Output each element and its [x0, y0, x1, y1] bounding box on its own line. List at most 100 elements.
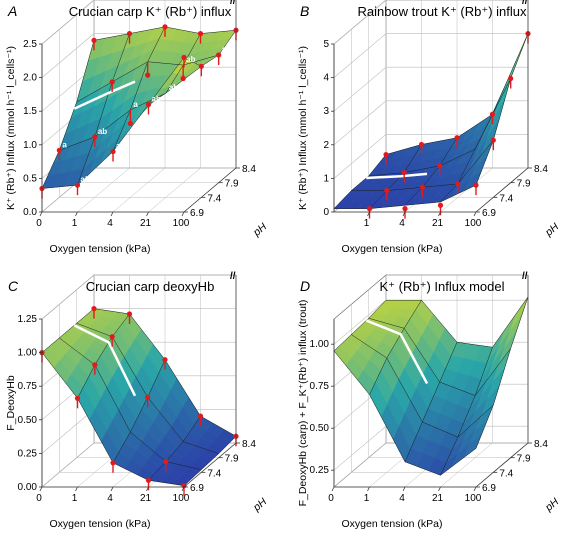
mesh-line: [404, 342, 458, 462]
data-points: [366, 30, 531, 219]
mesh-line: [41, 308, 95, 353]
y-axis-line: [475, 167, 529, 213]
data-point: [109, 334, 115, 340]
z-axis-label: K⁺ (Rb⁺) Influx (mmol h⁻¹ l_cells⁻¹): [5, 46, 17, 210]
y-tick-label: 8.4: [242, 164, 256, 175]
y-tick-label: 8.4: [534, 439, 548, 450]
x-tick: [39, 486, 43, 492]
x-tick-label: 100: [173, 218, 190, 229]
z-tick-label: 0.0: [23, 207, 37, 218]
z-tick-label: 0.25: [310, 465, 330, 476]
z-tick-label: 0.50: [310, 423, 330, 434]
data-point: [162, 357, 168, 363]
z-axis-label: F_DeoxyHb: [5, 375, 17, 431]
z-tick-label: 1: [323, 173, 329, 184]
data-point: [508, 75, 514, 82]
p50-line: [73, 324, 137, 397]
significance-label: a: [133, 100, 138, 109]
x-tick-label: 21: [140, 493, 152, 504]
mesh-line: [183, 436, 237, 486]
x-tick-label: 21: [432, 218, 444, 229]
panel-title: Rainbow trout K⁺ (Rb⁺) influx: [357, 4, 527, 19]
y-axis-label: pH: [542, 496, 561, 515]
x-tick-label: 4: [107, 218, 113, 229]
z-tick-label: 0.25: [18, 448, 38, 459]
mesh-line: [475, 296, 529, 449]
data-point: [181, 54, 187, 61]
data-point: [92, 134, 98, 140]
z-tick-label: 2.5: [23, 39, 37, 50]
y-tick-label: 7.9: [517, 179, 531, 190]
x-tick: [146, 211, 149, 217]
data-point: [490, 137, 496, 143]
z-tick-label: 0.75: [18, 381, 38, 392]
x-axis-label: Oxygen tension (kPa): [50, 243, 151, 255]
x-tick: [402, 486, 406, 492]
data-point: [91, 37, 97, 43]
mesh-line: [183, 30, 237, 67]
x-tick: [181, 211, 185, 217]
z-tick-label: 1.00: [310, 339, 330, 350]
significance-label: ab: [222, 45, 231, 54]
z-tick-label: 0.5: [23, 173, 37, 184]
p50-line: [73, 80, 136, 110]
y-tick-label: 6.9: [190, 483, 204, 494]
y-tick-label: 7.9: [225, 454, 239, 465]
y-tick-label: 8.4: [242, 439, 256, 450]
data-point: [91, 306, 97, 312]
y-tick-label: 7.4: [499, 193, 513, 204]
data-point: [145, 394, 151, 400]
x-tick-label: 1: [72, 493, 78, 504]
significance-label: a: [62, 140, 67, 149]
z-tick-label: 0.50: [18, 415, 38, 426]
panel-title: K⁺ (Rb⁺) Influx model: [380, 279, 505, 294]
data-point: [402, 206, 408, 212]
axis-break: //: [522, 0, 528, 7]
surface-mesh: [333, 296, 529, 476]
data-point: [455, 181, 461, 187]
data-point: [437, 163, 443, 169]
x-axis-label: Oxygen tension (kPa): [342, 243, 443, 255]
mesh-line: [369, 300, 422, 395]
z-tick-label: 1.0: [23, 140, 37, 151]
data-point: [145, 72, 151, 78]
panel-c: 0.00 0.25 0.50 0.75 1.00 1.25 // 0 1 4 21 100 6.9 7.4…: [0, 271, 291, 550]
panel-title: Crucian carp K⁺ (Rb⁺) influx: [69, 4, 232, 19]
data-point: [198, 63, 204, 69]
mesh-line: [404, 137, 458, 206]
data-point: [216, 52, 222, 58]
x-axis-label: Oxygen tension (kPa): [342, 518, 443, 530]
data-point: [109, 79, 115, 85]
z-tick-label: 1.5: [23, 106, 37, 117]
x-tick: [75, 211, 78, 217]
x-tick: [438, 486, 441, 492]
data-point: [110, 148, 116, 155]
x-tick-label: 1: [364, 218, 370, 229]
y-tick-label: 7.4: [207, 468, 221, 479]
data-point: [473, 182, 479, 188]
panel-title: Crucian carp deoxyHb: [86, 279, 215, 294]
x-tick-label: 100: [465, 493, 482, 504]
data-point: [56, 147, 62, 153]
panel-letter: C: [8, 278, 19, 294]
significance-label: ab: [152, 94, 161, 103]
data-point: [197, 413, 204, 419]
x-tick-label: 100: [465, 218, 482, 229]
z-tick-label: 5: [323, 39, 329, 50]
plot-group: 0.00 0.25 0.50 0.75 1.00 1.25 // 0 1 4 21 1006.97.4…: [5, 271, 269, 530]
z-tick-label: 2.0: [23, 73, 37, 84]
mesh-line: [148, 415, 201, 481]
x-tick-label: 0: [328, 493, 334, 504]
floor-gridline: [112, 167, 166, 213]
axis-break: //: [230, 271, 236, 282]
z-tick-label: 3: [323, 106, 329, 117]
panel-letter: A: [7, 3, 17, 19]
y-axis-label: pH: [250, 496, 269, 515]
mesh-line: [112, 26, 166, 152]
mesh-line: [112, 359, 166, 463]
y-tick-label: 7.9: [225, 179, 239, 190]
z-tick-label: 0.75: [310, 381, 330, 392]
y-axis-line: [183, 167, 237, 213]
